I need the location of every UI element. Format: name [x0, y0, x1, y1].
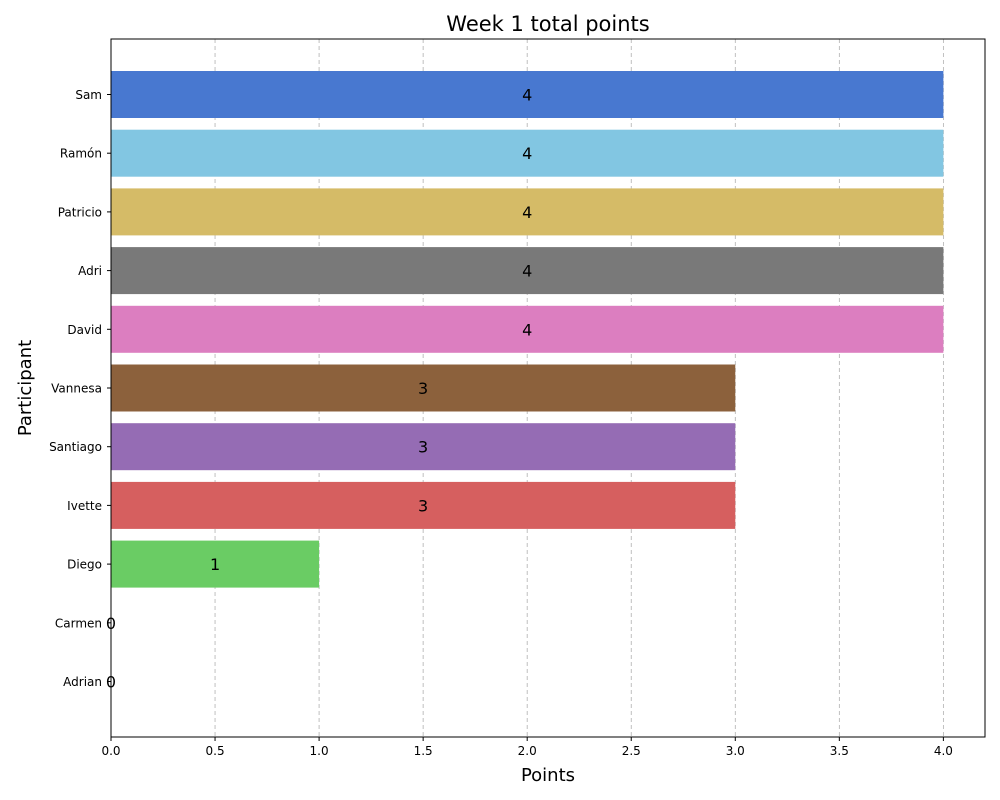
bar-santiago [111, 423, 736, 471]
data-label-diego: 1 [210, 555, 220, 574]
x-tick-label: 0.0 [101, 744, 120, 758]
x-axis-label: Points [521, 765, 575, 786]
x-tick-label: 1.0 [310, 744, 329, 758]
y-axis-ticks: Sam Ramón Patricio Adri David Vannesa Santiago… [49, 88, 111, 689]
bar-ramón [111, 129, 944, 177]
y-tick-label: Adri [78, 264, 102, 278]
y-tick-label: Sam [75, 88, 102, 102]
data-label-adri: 4 [522, 262, 532, 281]
bar-ivette [111, 481, 736, 529]
y-tick-label: Vannesa [51, 382, 102, 396]
y-tick-label: Ramón [60, 147, 102, 161]
data-label-patricio: 4 [522, 203, 532, 222]
data-label-sam: 4 [522, 86, 532, 105]
y-tick-label: Carmen [55, 616, 102, 630]
y-tick-label: David [67, 323, 102, 337]
bar-david [111, 305, 944, 353]
chart-title: Week 1 total points [446, 12, 649, 36]
y-tick-label: Ivette [67, 499, 102, 513]
bar-adri [111, 247, 944, 295]
y-axis-label: Participant [15, 340, 36, 436]
data-label-ivette: 3 [418, 496, 428, 515]
y-tick-label: Diego [67, 558, 102, 572]
bar-vannesa [111, 364, 736, 412]
bars [111, 71, 944, 588]
data-label-vannesa: 3 [418, 379, 428, 398]
bar-diego [111, 540, 320, 588]
y-tick-label: Patricio [58, 205, 102, 219]
bar-sam [111, 71, 944, 118]
x-axis-ticks: 0.0 0.5 1.0 1.5 2.0 2.5 3.0 3.5 4.0 [101, 737, 953, 758]
x-tick-label: 4.0 [934, 744, 953, 758]
x-tick-label: 2.0 [518, 744, 537, 758]
x-tick-label: 0.5 [206, 744, 225, 758]
y-tick-label: Santiago [49, 440, 102, 454]
data-label-david: 4 [522, 320, 532, 339]
x-tick-label: 1.5 [414, 744, 433, 758]
y-tick-label: Adrian [63, 675, 102, 689]
data-label-ramón: 4 [522, 144, 532, 163]
x-tick-label: 3.5 [830, 744, 849, 758]
data-label-santiago: 3 [418, 438, 428, 457]
x-tick-label: 3.0 [726, 744, 745, 758]
x-tick-label: 2.5 [622, 744, 641, 758]
bar-patricio [111, 188, 944, 236]
